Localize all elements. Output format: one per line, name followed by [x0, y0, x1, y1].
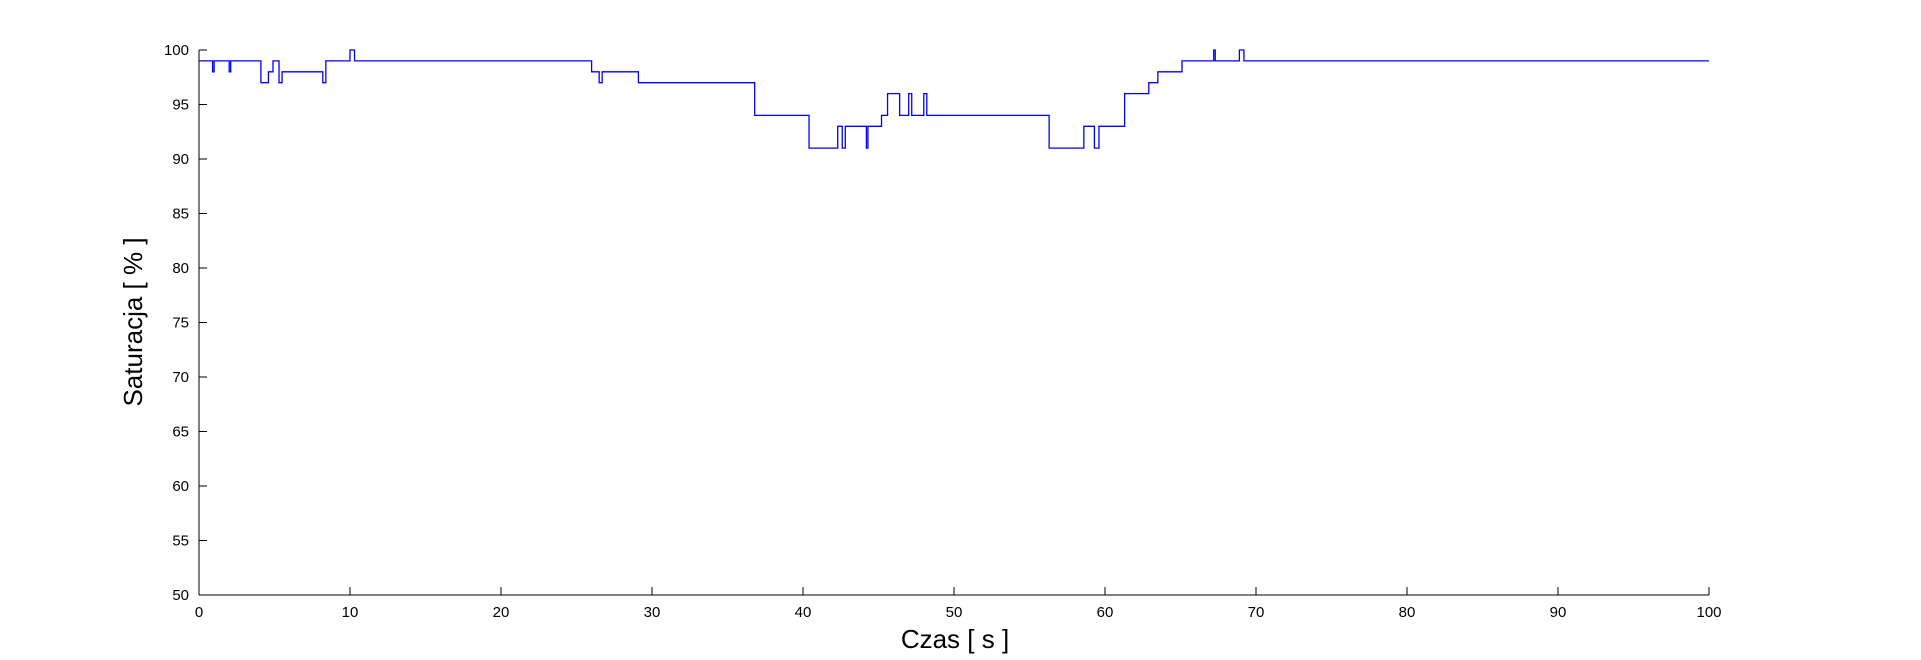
x-tick-label: 40 — [795, 604, 812, 621]
y-tick-label: 70 — [172, 369, 189, 386]
data-line — [199, 49, 1709, 149]
x-tick-label: 50 — [946, 604, 963, 621]
y-tick-label: 95 — [172, 97, 189, 114]
y-tick-label: 65 — [172, 424, 189, 441]
y-tick-label: 75 — [172, 315, 189, 332]
x-axis-label: Czas [ s ] — [901, 624, 1009, 654]
x-tick-label: 60 — [1097, 604, 1114, 621]
x-tick-label: 30 — [644, 604, 661, 621]
y-axis-label: Saturacja [ % ] — [118, 237, 148, 406]
x-tick-label: 20 — [493, 604, 510, 621]
y-tick-label: 55 — [172, 533, 189, 550]
y-tick-label: 100 — [164, 42, 189, 59]
x-tick-label: 80 — [1399, 604, 1416, 621]
y-tick-label: 90 — [172, 151, 189, 168]
y-tick-label: 80 — [172, 260, 189, 277]
x-tick-label: 90 — [1550, 604, 1567, 621]
y-tick-label: 50 — [172, 587, 189, 604]
y-tick-label: 85 — [172, 206, 189, 223]
x-tick-label: 0 — [195, 604, 203, 621]
x-tick-label: 70 — [1248, 604, 1265, 621]
x-tick-label: 100 — [1696, 604, 1721, 621]
x-tick-label: 10 — [342, 604, 359, 621]
y-tick-label: 60 — [172, 478, 189, 495]
